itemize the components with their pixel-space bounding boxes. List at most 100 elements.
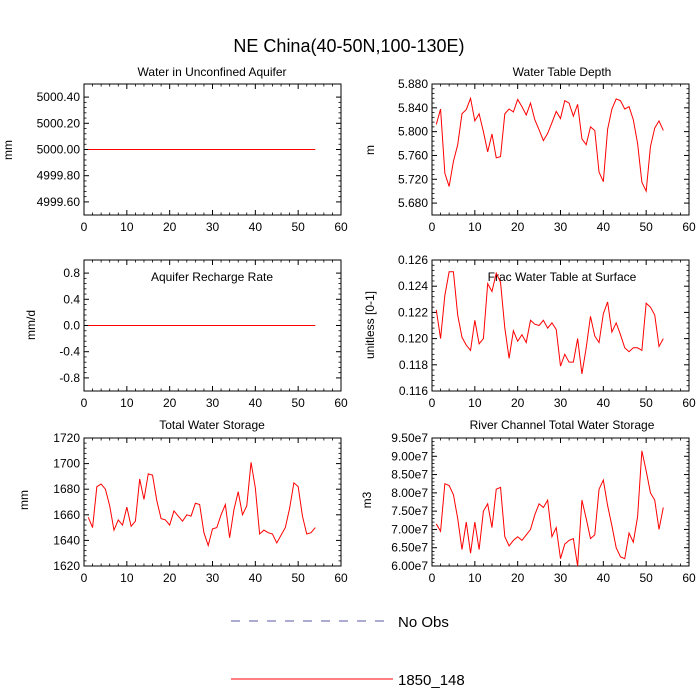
x-tick-label: 20	[511, 220, 525, 234]
y-tick-label: 6.50e7	[391, 541, 428, 555]
y-axis-label: m3	[360, 491, 374, 508]
y-tick-label: 5.800	[398, 125, 428, 139]
x-tick-label: 0	[429, 571, 436, 585]
y-tick-label: 0.4	[63, 292, 80, 306]
y-axis-label: mm	[17, 490, 31, 510]
y-tick-label: 8.50e7	[391, 468, 428, 482]
y-tick-label: 1660	[53, 508, 80, 522]
plot-area-group: 0 10 20 30 40 50 60 4999.60 4999.80 50 0 0.0 0 5000.2…	[37, 77, 696, 585]
y-tick-label: 1620	[53, 559, 80, 573]
y-tick-label: 0.126	[398, 253, 428, 267]
y-tick-label: 5.720	[398, 172, 428, 186]
y-tick-label: -0.8	[59, 371, 80, 385]
x-tick-label: 50	[639, 571, 653, 585]
panel-total-water-storage: Total Water Storage mm	[17, 418, 265, 510]
y-axis-label: m	[363, 145, 377, 155]
panel-title: Water in Unconfined Aquifer	[138, 65, 287, 79]
x-tick-label: 60	[682, 396, 696, 410]
chart-5: 0 10 20 30 40 50 60 6.00e7 6.50e7 7.00e7 7.50e7 8.0…	[391, 431, 696, 585]
panel-water-table-depth: Water Table Depth m	[363, 65, 611, 155]
series-line-1850_148	[435, 271, 664, 375]
x-tick-label: 50	[639, 396, 653, 410]
legend-label-no-obs: No Obs	[398, 614, 449, 631]
y-tick-label: 5000.20	[37, 116, 81, 130]
y-axis-label: mm/d	[24, 310, 38, 340]
y-tick-label: 5.760	[398, 148, 428, 162]
plot-frame	[431, 437, 690, 567]
y-tick-label: 5.880	[398, 77, 428, 91]
x-tick-label: 10	[468, 571, 482, 585]
x-tick-label: 30	[206, 571, 220, 585]
x-tick-label: 30	[554, 396, 568, 410]
plot-frame	[83, 437, 342, 567]
panel-water-in-unconfined-aquifer: Water in Unconfined Aquifer mm	[1, 65, 286, 160]
x-tick-label: 0	[81, 396, 88, 410]
series-line-1850_148	[435, 96, 664, 194]
x-tick-label: 10	[468, 220, 482, 234]
x-tick-label: 0	[429, 220, 436, 234]
y-tick-label: 4999.60	[37, 195, 81, 209]
y-tick-label: 5.840	[398, 101, 428, 115]
y-tick-label: 5.680	[398, 196, 428, 210]
x-tick-label: 50	[291, 396, 305, 410]
series-line-1850_148	[435, 450, 664, 567]
chart-1: 0 10 20 30 40 50 60 5.680 5.720 5.760 5.800 5.840 5.…	[398, 77, 696, 234]
figure-title: NE China(40-50N,100-130E)	[233, 36, 464, 56]
y-tick-label: 0.120	[398, 332, 428, 346]
y-tick-label: -0.4	[59, 345, 80, 359]
y-tick-label: 0.118	[399, 358, 428, 372]
y-tick-label: 8.00e7	[391, 486, 428, 500]
x-tick-label: 60	[334, 571, 348, 585]
panel-river-channel-total-water-storage: River Channel Total Water Storage m3	[360, 418, 655, 508]
x-tick-label: 40	[597, 220, 611, 234]
y-tick-label: 6.00e7	[391, 559, 428, 573]
series-line-1850_148	[87, 462, 316, 548]
chart-4: 0 10 20 30 40 50 60 1620 1640 1660 1680 1700 1720	[53, 431, 348, 585]
y-tick-label: 1700	[53, 457, 80, 471]
panel-title: Frac Water Table at Surface	[488, 270, 637, 284]
chart-3: 0 10 20 30 40 50 60 0.116 0.118 0.120 0.122 0.124 0.…	[398, 253, 696, 410]
x-tick-label: 50	[639, 220, 653, 234]
x-tick-label: 40	[249, 220, 263, 234]
x-tick-label: 0	[81, 571, 88, 585]
y-axis-label: unitless [0-1]	[363, 291, 377, 359]
x-tick-label: 20	[163, 220, 177, 234]
panel-frac-water-table-at-surface: Frac Water Table at Surface unitless [0-…	[363, 270, 637, 359]
x-tick-label: 40	[249, 396, 263, 410]
x-tick-label: 60	[682, 220, 696, 234]
x-tick-label: 0	[81, 220, 88, 234]
y-tick-label: 0.124	[398, 279, 428, 293]
x-tick-label: 10	[120, 396, 134, 410]
x-tick-label: 0	[429, 396, 436, 410]
x-tick-label: 30	[206, 220, 220, 234]
y-axis-label: mm	[1, 140, 15, 160]
x-tick-label: 50	[291, 571, 305, 585]
y-tick-label: 9.00e7	[391, 449, 428, 463]
y-tick-label: 1680	[53, 482, 80, 496]
x-tick-label: 20	[163, 396, 177, 410]
y-tick-label: 5000.40	[37, 90, 81, 104]
x-tick-label: 20	[511, 571, 525, 585]
y-tick-label: 1720	[53, 431, 80, 445]
x-tick-label: 60	[682, 571, 696, 585]
y-tick-label: 0.8	[63, 266, 80, 280]
panel-aquifer-recharge-rate: Aquifer Recharge Rate mm/d	[24, 270, 273, 340]
chart-2: 0 10 20 30 40 50 60 -0.8 -0.4 0.0 0.4 0.8	[59, 259, 348, 410]
legend-label-1850-148: 1850_148	[398, 672, 465, 689]
x-tick-label: 40	[249, 571, 263, 585]
x-tick-label: 30	[554, 571, 568, 585]
x-tick-label: 20	[511, 396, 525, 410]
x-tick-label: 60	[334, 396, 348, 410]
y-tick-label: 4999.80	[37, 169, 81, 183]
y-tick-label: 7.50e7	[391, 504, 428, 518]
legend: No Obs 1850_148	[231, 614, 465, 689]
y-tick-label: 9.50e7	[391, 431, 428, 445]
x-tick-label: 10	[120, 571, 134, 585]
y-tick-label: 7.00e7	[391, 522, 428, 536]
y-tick-label: 0.116	[399, 384, 428, 398]
panel-title: Water Table Depth	[513, 65, 612, 79]
y-tick-label: 0.0	[63, 319, 80, 333]
x-tick-label: 20	[163, 571, 177, 585]
chart-0: 0 10 20 30 40 50 60 4999.60 4999.80 5000.00 5000.2…	[37, 83, 348, 234]
x-tick-label: 40	[597, 571, 611, 585]
